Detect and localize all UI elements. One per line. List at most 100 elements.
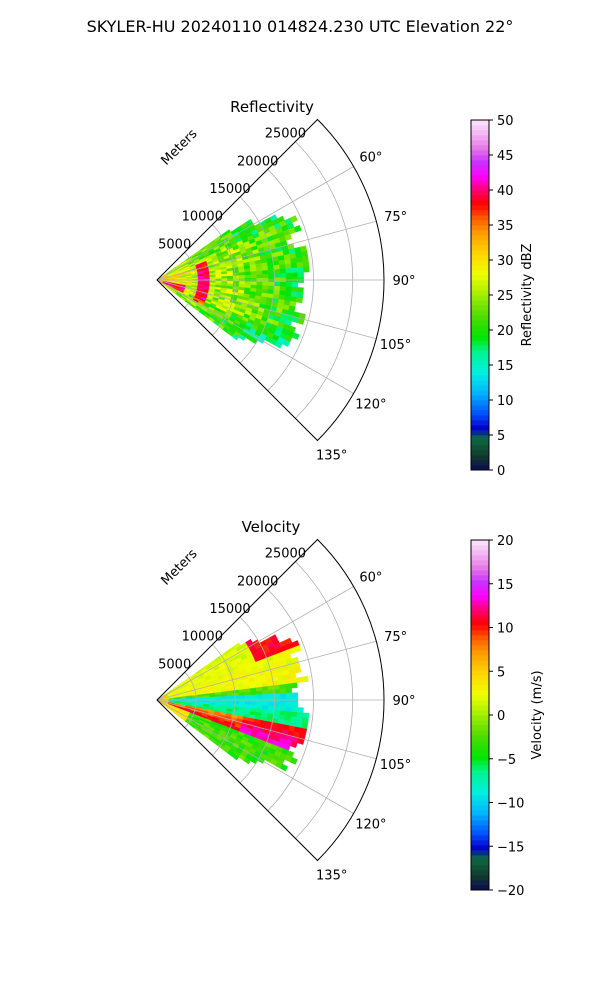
colorbar-swatch xyxy=(471,710,489,716)
data-cell xyxy=(291,702,299,708)
data-cell xyxy=(273,269,281,275)
colorbar-swatch xyxy=(471,205,489,211)
data-cell xyxy=(238,692,246,696)
colorbar-swatch xyxy=(471,690,489,696)
colorbar-swatch xyxy=(471,435,489,441)
azimuth-gridline xyxy=(156,220,377,281)
data-cell xyxy=(227,275,234,280)
data-cell xyxy=(285,282,293,288)
colorbar-tick-label: 45 xyxy=(497,149,514,164)
data-cell xyxy=(297,272,304,278)
data-cell xyxy=(295,296,303,304)
data-cell xyxy=(290,682,298,689)
colorbar-swatch xyxy=(471,605,489,611)
velocity-colorbar-label: Velocity (m/s) xyxy=(530,670,545,759)
colorbar-swatch xyxy=(471,190,489,196)
data-cell xyxy=(291,267,298,274)
colorbar-tick-label: 30 xyxy=(497,254,514,269)
data-cell xyxy=(238,281,246,285)
data-cell xyxy=(301,255,309,263)
colorbar-swatch xyxy=(471,140,489,146)
colorbar-swatch xyxy=(471,370,489,376)
range-tick-label: 15000 xyxy=(209,182,250,197)
velocity-data-cells xyxy=(156,634,310,772)
reflectivity-grid xyxy=(156,118,385,442)
data-cell xyxy=(268,693,275,699)
data-cell xyxy=(262,693,269,699)
data-cell xyxy=(268,281,275,287)
colorbar-swatch xyxy=(471,740,489,746)
colorbar-tick-label: 50 xyxy=(497,114,514,129)
colorbar-swatch xyxy=(471,625,489,631)
colorbar-swatch xyxy=(471,165,489,171)
colorbar-swatch xyxy=(471,755,489,761)
data-cell xyxy=(232,695,240,699)
colorbar-swatch xyxy=(471,855,489,861)
data-cell xyxy=(274,273,281,279)
data-cell xyxy=(215,696,222,700)
colorbar-swatch xyxy=(471,135,489,141)
colorbar-swatch xyxy=(471,750,489,756)
azimuth-gridline xyxy=(156,279,354,394)
colorbar-swatch xyxy=(471,285,489,291)
colorbar-swatch xyxy=(471,615,489,621)
colorbar-tick-label: −20 xyxy=(497,884,524,899)
data-cell xyxy=(203,276,210,280)
data-cell xyxy=(262,281,269,287)
data-cell xyxy=(302,712,310,719)
colorbar-swatch xyxy=(471,805,489,811)
data-cell xyxy=(244,691,252,696)
data-cell xyxy=(293,645,302,653)
data-cell xyxy=(215,276,222,280)
colorbar-swatch xyxy=(471,555,489,561)
colorbar-tick-label: 0 xyxy=(497,464,505,479)
data-cell xyxy=(297,707,304,714)
colorbar-swatch xyxy=(471,460,489,466)
colorbar-swatch xyxy=(471,375,489,381)
reflectivity-panel: Reflectivity 5000 10000 15000 20000 25000 60… xyxy=(156,98,535,479)
data-cell xyxy=(279,706,287,712)
velocity-azimuth-ticks: 60° 75° 90° 105° 120° 135° xyxy=(316,571,415,884)
data-cell xyxy=(285,272,293,278)
reflectivity-range-ticks: 5000 10000 15000 20000 25000 xyxy=(158,127,306,253)
colorbar-swatch xyxy=(471,675,489,681)
colorbar-tick-label: 10 xyxy=(497,394,514,409)
data-cell xyxy=(284,233,292,241)
colorbar-swatch xyxy=(471,745,489,751)
colorbar-swatch xyxy=(471,305,489,311)
colorbar-swatch xyxy=(471,240,489,246)
colorbar-swatch xyxy=(471,450,489,456)
colorbar-swatch xyxy=(471,325,489,331)
colorbar-swatch xyxy=(471,840,489,846)
colorbar-swatch xyxy=(471,845,489,851)
data-cell xyxy=(291,706,298,713)
reflectivity-azimuth-ticks: 60° 75° 90° 105° 120° 135° xyxy=(316,151,415,464)
data-cell xyxy=(290,677,298,684)
colorbar-swatch xyxy=(471,310,489,316)
data-cell xyxy=(256,690,263,696)
azimuth-tick-label: 135° xyxy=(316,869,347,884)
colorbar-swatch xyxy=(471,230,489,236)
data-cell xyxy=(232,692,240,697)
reflectivity-title: Reflectivity xyxy=(230,98,314,116)
data-cell xyxy=(279,763,289,772)
data-cell xyxy=(289,740,298,749)
data-cell xyxy=(279,684,286,690)
data-cell xyxy=(293,225,302,233)
colorbar-tick-label: 5 xyxy=(497,429,505,444)
colorbar-swatch xyxy=(471,550,489,556)
colorbar-swatch xyxy=(471,210,489,216)
colorbar-swatch xyxy=(471,280,489,286)
data-cell xyxy=(250,691,257,696)
colorbar-swatch xyxy=(471,540,489,546)
colorbar-swatch xyxy=(471,160,489,166)
data-cell xyxy=(256,281,263,286)
colorbar-swatch xyxy=(471,580,489,586)
colorbar-swatch xyxy=(471,620,489,626)
azimuth-tick-label: 105° xyxy=(380,758,411,773)
azimuth-tick-label: 90° xyxy=(392,274,415,289)
azimuth-tick-label: 60° xyxy=(359,571,382,586)
colorbar-swatch xyxy=(471,330,489,336)
colorbar-swatch xyxy=(471,155,489,161)
data-cell xyxy=(273,684,281,691)
